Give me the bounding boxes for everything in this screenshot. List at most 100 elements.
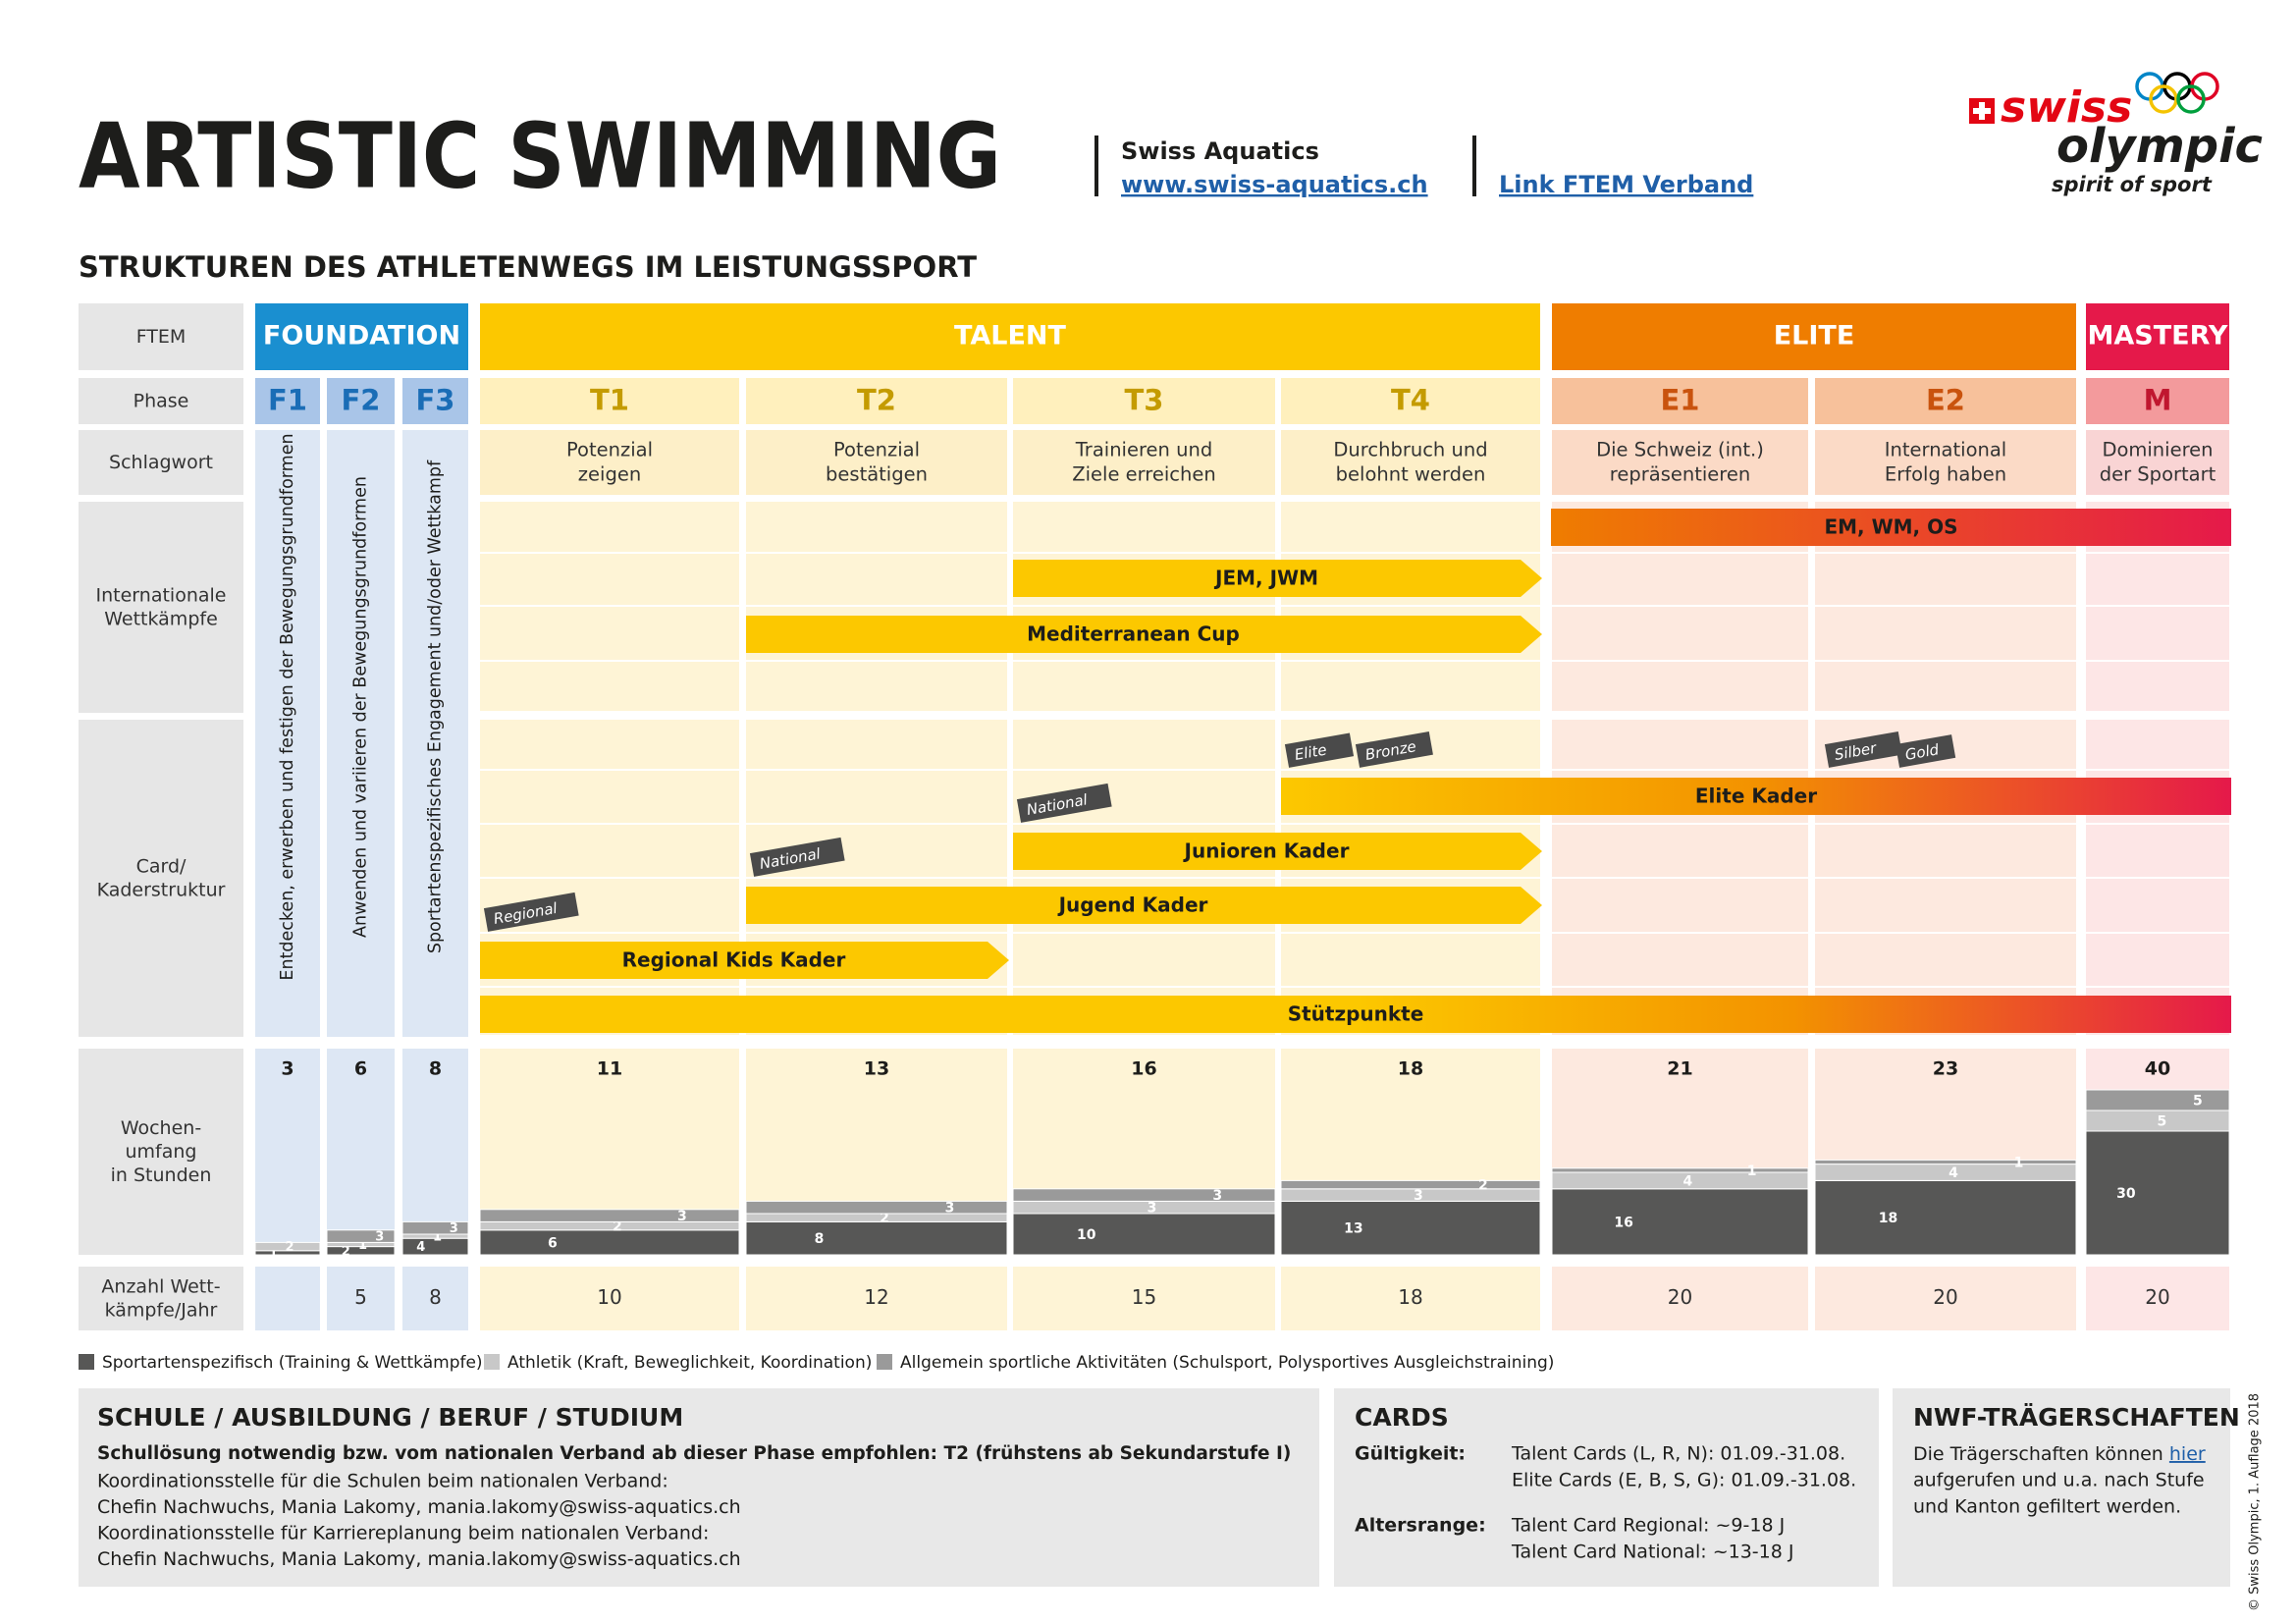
hours-segment-label: 4 (1682, 1173, 1692, 1189)
competitions-cell (1552, 1267, 1808, 1330)
hours-segment-label: 3 (1414, 1188, 1423, 1204)
hours-cell (327, 1049, 395, 1255)
keyword: Trainieren und Ziele erreichen (1072, 438, 1216, 485)
hours-segment-label: 3 (375, 1230, 384, 1245)
phase-cell (255, 378, 320, 424)
lane-cell (746, 771, 1007, 823)
keyword-line: bestätigen (826, 462, 928, 485)
nwf-title: NWF-TRÄGERSCHAFTEN (1913, 1402, 2240, 1432)
phase-name: E1 (1661, 384, 1700, 417)
stage-name: TALENT (954, 321, 1066, 352)
keyword: Potenzial zeigen (566, 438, 653, 485)
timeline-label: Stützpunkte (1288, 1002, 1424, 1026)
lane-cell (2086, 934, 2229, 986)
hours-segment-label: 1 (2014, 1156, 2024, 1171)
kader-tag-bg (1284, 732, 1355, 768)
hours-segment-label: 1 (1747, 1164, 1757, 1179)
competitions-value: 20 (2145, 1285, 2169, 1309)
cards-row-label: Gültigkeit: (1355, 1443, 1466, 1465)
logo-olympic: olympic (2056, 119, 2263, 174)
stage-name: FOUNDATION (263, 321, 460, 352)
hours-segment (479, 1229, 740, 1256)
subtitle: STRUKTUREN DES ATHLETENWEGS IM LEISTUNGS… (79, 250, 977, 284)
phase-cell (402, 378, 468, 424)
lane-cell (1815, 934, 2076, 986)
phase-name: F3 (416, 384, 455, 417)
kader-tag-label: Gold (1903, 740, 1941, 764)
row-label-line: FTEM (136, 326, 187, 348)
competitions-cell (746, 1267, 1007, 1330)
keyword-line: Durchbruch und (1333, 438, 1487, 460)
row-label: Schlagwort (109, 452, 213, 473)
timeline-bar (746, 887, 1542, 924)
hours-total: 16 (1131, 1058, 1156, 1080)
logo-slogan: spirit of sport (2052, 173, 2213, 196)
kader-tag-bg (1895, 734, 1956, 768)
row-label-line: Kaderstruktur (97, 879, 226, 900)
ftem-link[interactable]: Link FTEM Verband (1499, 171, 1753, 198)
competitions-value: 20 (1933, 1285, 1957, 1309)
nwf-link[interactable]: hier (2169, 1443, 2206, 1465)
nwf-box (1893, 1388, 2230, 1587)
timeline-bar (480, 942, 1009, 979)
lane-cell (1552, 879, 1808, 932)
stage-name: MASTERY (2088, 321, 2228, 352)
timeline-label: Regional Kids Kader (622, 948, 846, 972)
phase-name: T1 (590, 384, 629, 417)
lane-cell (2086, 720, 2229, 769)
hours-segment-label: 3 (1148, 1201, 1157, 1217)
hours-segment-label: 2 (613, 1219, 622, 1235)
row-label: Anzahl Wett-kämpfe/Jahr (101, 1275, 220, 1321)
olympic-rings (2135, 72, 2219, 114)
row-label: Card/Kaderstruktur (97, 855, 226, 900)
keyword: Dominieren der Sportart (2100, 438, 2216, 485)
phase-cell (1281, 378, 1540, 424)
row-label-cell (79, 1049, 243, 1255)
keyword-line: belohnt werden (1336, 462, 1486, 485)
organization: Swiss Aquatics (1121, 137, 1319, 165)
stage-header (480, 303, 1540, 370)
keyword: Potenzial bestätigen (826, 438, 928, 485)
keyword-cell (1815, 430, 2076, 495)
competitions-cell (402, 1267, 468, 1330)
nwf-text: aufgerufen und u.a. nach Stufe (1913, 1470, 2205, 1491)
timeline-bar (480, 996, 2231, 1033)
lane-cell (2086, 662, 2229, 711)
hours-segment-label: 8 (815, 1231, 825, 1247)
row-label: Internationale Wettkämpfe (96, 584, 227, 629)
competitions-value: 15 (1132, 1285, 1156, 1309)
hours-total: 6 (354, 1058, 367, 1080)
timeline-bar (1281, 778, 2231, 815)
cards-row-value: Talent Cards (L, R, N): 01.09.-31.08. (1511, 1443, 1845, 1465)
school-box (79, 1388, 1319, 1587)
hours-segment (479, 1209, 740, 1222)
phase-name: M (2144, 384, 2172, 417)
hours-segment-label: 3 (945, 1201, 955, 1217)
stage-header (1552, 303, 2076, 370)
row-label-cell (79, 303, 243, 370)
timeline-bar (1013, 560, 1542, 597)
row-label-line: Card/ (136, 855, 187, 877)
website-link[interactable]: www.swiss-aquatics.ch (1121, 171, 1428, 198)
school-highlight: Schullösung notwendig bzw. vom nationale… (97, 1443, 1291, 1464)
hours-segment (254, 1241, 321, 1252)
keyword-cell (480, 430, 739, 495)
kader-tag-label: Elite (1293, 741, 1328, 764)
hours-segment (1814, 1179, 2077, 1256)
keyword-vertical: Anwenden und variieren der Bewegungsgrun… (351, 476, 371, 938)
timeline-label: JEM, JWM (1213, 567, 1318, 590)
hours-segment-label: 5 (2158, 1114, 2167, 1130)
phase-cell (480, 378, 739, 424)
keyword-line: Trainieren und (1075, 438, 1212, 460)
hours-segment (1280, 1179, 1541, 1190)
logo-swiss: swiss (2001, 82, 2132, 133)
hours-segment (745, 1220, 1008, 1256)
kader-tag-bg (749, 837, 845, 877)
lane-cell (2086, 554, 2229, 605)
keyword-vertical: Sportartenspezifisches Engagement und/od… (426, 460, 446, 953)
hours-segment-label: 4 (416, 1240, 425, 1255)
hours-segment-label: 3 (1212, 1188, 1222, 1204)
lane-cell (1281, 934, 1540, 986)
keyword-line: Die Schweiz (int.) (1596, 438, 1764, 460)
